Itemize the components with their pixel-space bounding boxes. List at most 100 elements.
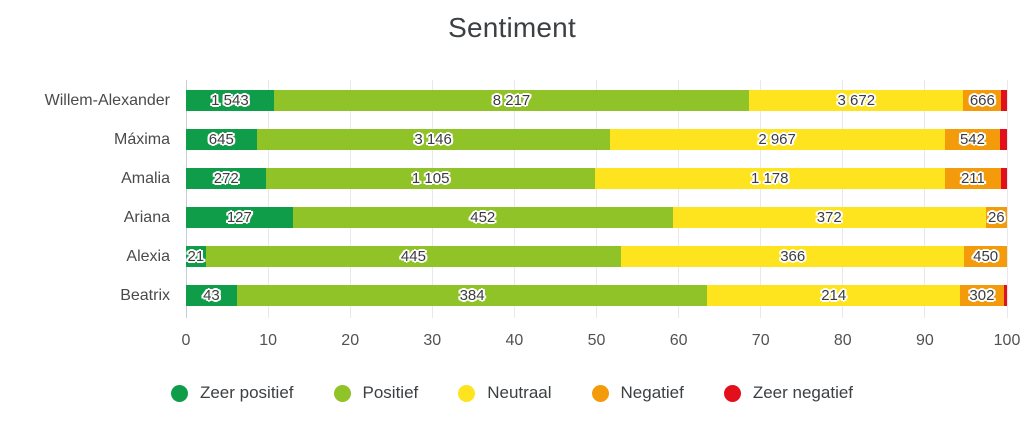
bar-value-label: 645 [208,131,234,148]
chart-title: Sentiment [448,12,576,43]
bar-row-alexia: 21 445 366 450 [186,246,1007,267]
bar-segment-zeer-positief-máxima[interactable]: 645 [186,129,257,150]
category-label-beatrix: Beatrix [120,287,170,304]
x-tick-label-0: 0 [181,332,191,349]
bar-value-label: 384 [459,287,485,304]
bar-segment-negatief-alexia[interactable]: 450 [964,246,1007,267]
bar-segment-zeer-positief-alexia[interactable]: 21 [186,246,206,267]
bar-value-label: 214 [821,287,847,304]
bar-segment-neutraal-alexia[interactable]: 366 [621,246,965,267]
gridline [349,80,351,318]
bar-value-label: 3 146 [414,131,452,148]
legend-label: Zeer negatief [752,383,854,402]
bar-segment-neutraal-beatrix[interactable]: 214 [707,285,961,306]
bar-value-label: 666 [969,92,995,109]
legend-label: Positief [362,383,419,402]
x-tick-label-20: 20 [341,332,360,349]
legend-label: Negatief [620,383,684,402]
bar-value-label: 450 [973,248,999,265]
x-tick-label-50: 50 [587,332,606,349]
x-tick-label-40: 40 [505,332,524,349]
bar-segment-neutraal-amalia[interactable]: 1 178 [594,168,945,189]
bar-segment-positief-alexia[interactable]: 445 [205,246,622,267]
bar-segment-negatief-beatrix[interactable]: 302 [960,285,1004,306]
x-axis: 0 10 20 30 40 50 60 70 80 90 100 [182,330,1021,352]
gridline [1006,80,1008,318]
bar-value-label: 366 [780,248,806,265]
gridline [267,80,269,318]
legend-label: Zeer positief [199,383,294,402]
category-label-willem-alexander: Willem-Alexander [44,92,170,109]
bar-segment-zeer-positief-beatrix[interactable]: 43 [186,285,237,306]
bar-segment-zeer-negatief-máxima[interactable] [1000,129,1007,150]
bar-value-label: 21 [187,248,205,265]
bar-value-label: 43 [203,287,220,304]
bar-segment-negatief-máxima[interactable]: 542 [944,129,1001,150]
x-tick-label-70: 70 [751,332,770,349]
legend: Zeer positief Positief Neutraal Negatief Zee… [0,383,1024,403]
gridline [596,80,597,318]
bar-segment-negatief-amalia[interactable]: 211 [944,168,1002,189]
bar-value-label: 452 [470,209,496,226]
category-label-máxima: Máxima [113,131,170,148]
gridline [513,80,515,318]
bar-segment-zeer-positief-ariana[interactable]: 127 [186,207,293,228]
legend-item-zeer-negatief[interactable]: Zeer negatief [723,383,854,403]
gridline [842,80,844,318]
legend-swatch-icon [723,384,741,402]
bar-segment-positief-ariana[interactable]: 452 [292,207,673,228]
x-tick-label-80: 80 [833,332,852,349]
plot-area: 1 543 8 217 3 672 666 645 3 146 2 967 542 272 1 1… [185,80,1008,318]
legend-label: Neutraal [487,383,552,402]
bar-segment-negatief-ariana[interactable]: 26 [985,207,1007,228]
x-tick-label-10: 10 [259,332,277,349]
gridline [678,80,680,318]
bar-segment-zeer-positief-willem-alexander[interactable]: 1 543 [186,90,274,111]
bar-value-label: 1 543 [211,92,249,109]
bar-segment-positief-willem-alexander[interactable]: 8 217 [273,90,750,111]
gridline [924,80,926,318]
bar-value-label: 1 178 [750,170,789,187]
legend-item-positief[interactable]: Positief [333,383,419,403]
bar-value-label: 2 967 [758,131,796,148]
legend-item-negatief[interactable]: Negatief [591,383,684,403]
bar-row-amalia: 272 1 105 1 178 211 [186,168,1007,189]
bar-segment-neutraal-willem-alexander[interactable]: 3 672 [749,90,964,111]
bar-row-beatrix: 43 384 214 302 [186,285,1007,306]
bar-value-label: 445 [400,248,426,265]
gridline [760,80,762,318]
bar-segment-neutraal-ariana[interactable]: 372 [672,207,986,228]
bar-value-label: 372 [816,209,842,226]
gridline [431,80,433,318]
bar-segment-positief-beatrix[interactable]: 384 [236,285,708,306]
bar-segment-neutraal-máxima[interactable]: 2 967 [609,129,945,150]
legend-item-neutraal[interactable]: Neutraal [458,383,552,403]
category-axis: Willem-Alexander Máxima Amalia Ariana Alexia… [0,80,170,318]
legend-swatch-icon [458,384,476,402]
x-tick-label-60: 60 [669,332,688,349]
bar-value-label: 302 [969,287,995,304]
bar-row-willem-alexander: 1 543 8 217 3 672 666 [186,90,1007,111]
bar-segment-zeer-negatief-willem-alexander[interactable] [1001,90,1007,111]
legend-item-zeer-positief[interactable]: Zeer positief [170,383,294,403]
bar-value-label: 127 [226,209,252,226]
bar-value-label: 272 [213,170,239,187]
bar-segment-negatief-willem-alexander[interactable]: 666 [963,90,1002,111]
bar-row-ariana: 127 452 372 26 [186,207,1007,228]
bar-value-label: 542 [959,131,985,148]
legend-swatch-icon [170,384,188,402]
bar-value-label: 8 217 [492,92,531,109]
category-label-ariana: Ariana [123,209,170,226]
bar-segment-zeer-negatief-amalia[interactable] [1001,168,1007,189]
bar-segment-zeer-positief-amalia[interactable]: 272 [186,168,267,189]
x-tick-label-30: 30 [423,332,442,349]
bar-segment-zeer-negatief-beatrix[interactable] [1003,285,1007,306]
bar-value-label: 1 105 [411,170,450,187]
category-label-amalia: Amalia [121,170,170,187]
bar-segment-positief-amalia[interactable]: 1 105 [266,168,595,189]
bar-segment-positief-máxima[interactable]: 3 146 [256,129,610,150]
bar-value-label: 211 [960,170,985,187]
legend-swatch-icon [591,384,609,402]
bar-value-label: 26 [987,209,1005,226]
